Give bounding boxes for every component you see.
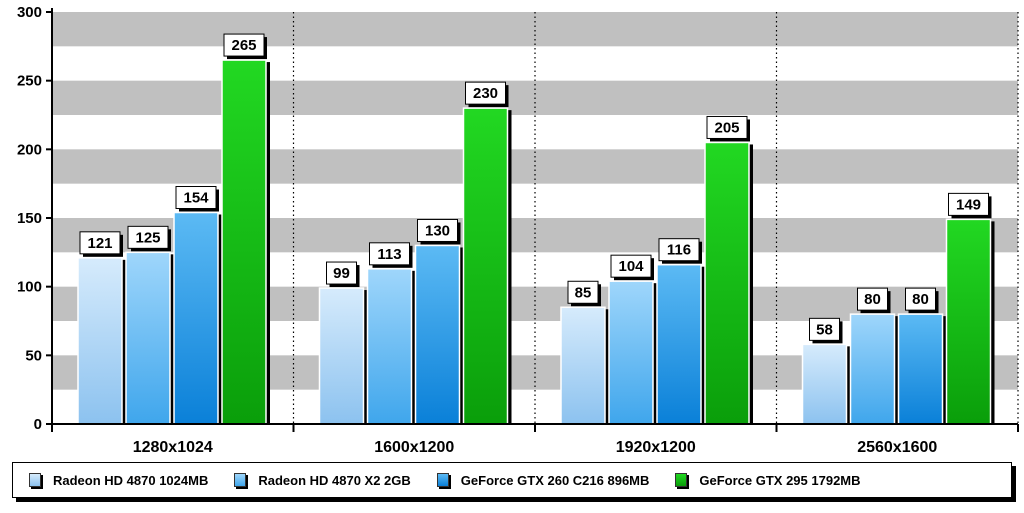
legend-item: GeForce GTX 295 1792MB bbox=[675, 472, 861, 488]
y-tick-label: 300 bbox=[17, 4, 42, 21]
data-label: 80 bbox=[912, 291, 929, 308]
data-label: 116 bbox=[667, 242, 691, 259]
data-label: 205 bbox=[714, 119, 739, 136]
bar bbox=[849, 313, 896, 425]
bar bbox=[125, 251, 171, 425]
data-label: 230 bbox=[473, 85, 498, 102]
bar bbox=[318, 287, 365, 425]
data-label-box bbox=[223, 33, 265, 57]
legend-swatch bbox=[675, 473, 688, 487]
legend: Radeon HD 4870 1024MB Radeon HD 4870 X2 … bbox=[12, 462, 1012, 498]
y-tick-label: 200 bbox=[17, 141, 42, 158]
bar bbox=[462, 107, 509, 425]
legend-item: Radeon HD 4870 X2 2GB bbox=[234, 472, 411, 488]
data-label-box bbox=[905, 287, 936, 311]
data-label-box bbox=[857, 287, 888, 311]
bar bbox=[366, 268, 413, 425]
data-label: 121 bbox=[87, 235, 112, 252]
x-tick-label: 2560x1600 bbox=[857, 439, 937, 456]
data-label-box bbox=[948, 192, 989, 216]
bar bbox=[221, 59, 267, 425]
data-label: 265 bbox=[231, 37, 256, 54]
y-tick-label: 50 bbox=[25, 347, 42, 364]
data-label: 99 bbox=[333, 265, 350, 282]
y-tick-label: 100 bbox=[17, 279, 42, 296]
data-label-box bbox=[465, 81, 506, 105]
legend-item: GeForce GTX 260 C216 896MB bbox=[436, 472, 650, 488]
legend-label: GeForce GTX 295 1792MB bbox=[699, 472, 861, 488]
data-label: 154 bbox=[183, 190, 209, 207]
legend-label: Radeon HD 4870 1024MB bbox=[53, 472, 209, 488]
bar bbox=[77, 257, 123, 425]
data-label-box bbox=[79, 231, 121, 255]
data-label-box bbox=[417, 218, 458, 242]
data-label-box bbox=[610, 254, 652, 278]
legend-swatch bbox=[436, 473, 449, 487]
bar bbox=[608, 280, 654, 425]
data-label-box bbox=[369, 242, 410, 266]
data-label: 125 bbox=[135, 229, 160, 246]
x-tick-label: 1600x1200 bbox=[374, 439, 454, 456]
bar bbox=[704, 141, 750, 425]
bar bbox=[897, 313, 944, 425]
y-tick-label: 0 bbox=[34, 416, 42, 433]
data-label: 113 bbox=[377, 246, 401, 263]
bar-chart: 0 50 100 150 200 250 300 121 125 154 265 1280x1024… bbox=[17, 4, 1019, 456]
legend-label: GeForce GTX 260 C216 896MB bbox=[460, 472, 650, 488]
data-label: 58 bbox=[816, 321, 833, 338]
data-label: 104 bbox=[618, 258, 644, 275]
bar bbox=[173, 211, 219, 425]
data-label-box bbox=[809, 317, 840, 341]
y-tick-label: 250 bbox=[17, 73, 42, 90]
data-label-box bbox=[567, 280, 599, 304]
y-tick-label: 150 bbox=[17, 210, 42, 227]
bar bbox=[414, 244, 461, 425]
bar bbox=[560, 306, 606, 425]
data-label: 149 bbox=[956, 196, 981, 213]
data-label-box bbox=[175, 186, 217, 210]
data-label-box bbox=[127, 225, 169, 249]
data-label-box bbox=[706, 115, 748, 139]
bar bbox=[801, 343, 848, 425]
data-label: 80 bbox=[864, 291, 881, 308]
legend-swatch bbox=[29, 473, 41, 487]
x-tick-label: 1280x1024 bbox=[133, 439, 213, 456]
data-label-box bbox=[658, 238, 700, 262]
bar bbox=[656, 263, 702, 425]
legend-swatch bbox=[234, 473, 247, 487]
bar bbox=[945, 218, 992, 425]
data-label-box bbox=[326, 261, 357, 285]
x-tick-label: 1920x1200 bbox=[616, 439, 696, 456]
data-label: 130 bbox=[425, 222, 450, 239]
legend-item: Radeon HD 4870 1024MB bbox=[29, 473, 208, 488]
legend-label: Radeon HD 4870 X2 2GB bbox=[258, 472, 411, 488]
data-label: 85 bbox=[575, 284, 592, 301]
